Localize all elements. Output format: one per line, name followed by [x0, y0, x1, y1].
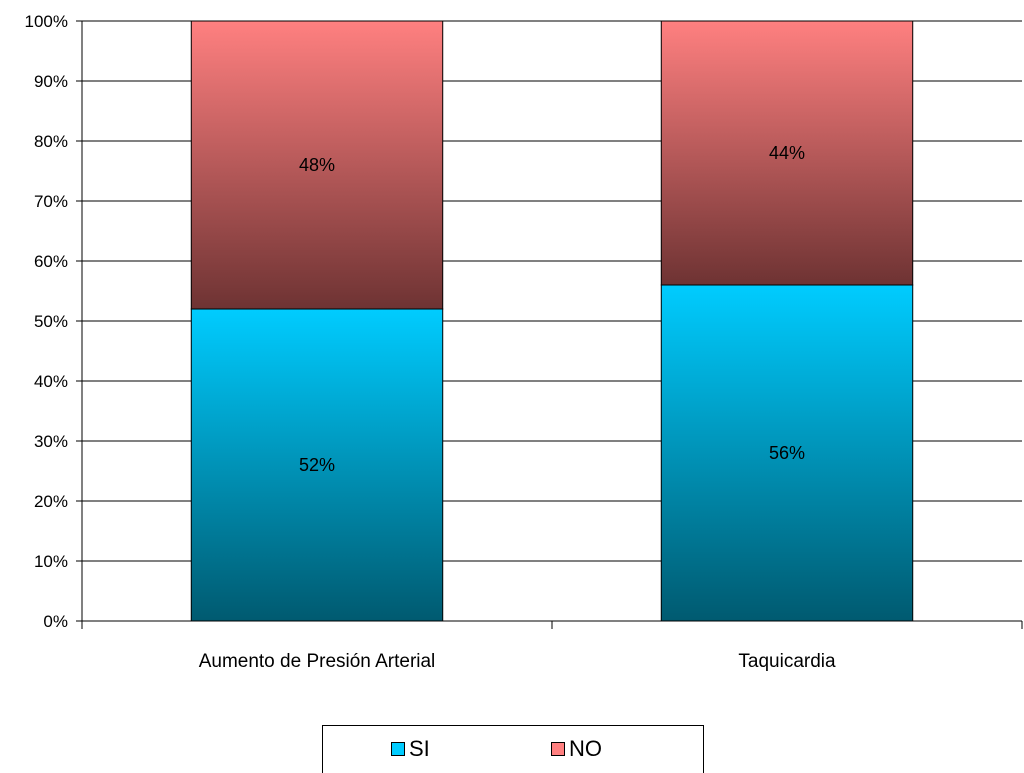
y-axis-ticks: 0% 10% 20% 30% 40% 50% 60% 70% 80% 90% 100% — [25, 12, 82, 631]
x-tick-label: Taquicardia — [738, 651, 836, 672]
data-label-no-1: 48% — [299, 155, 335, 175]
y-tick-label: 40% — [34, 372, 68, 391]
legend-swatch-si — [391, 742, 405, 756]
bars — [190, 20, 914, 622]
axes — [81, 21, 1023, 629]
legend-item-si: SI — [391, 736, 430, 762]
y-tick-label: 60% — [34, 252, 68, 271]
y-tick-label: 70% — [34, 192, 68, 211]
x-axis-ticks: Aumento de Presión Arterial Taquicardia — [199, 651, 836, 672]
legend-label-si: SI — [409, 736, 430, 761]
bar-no-1 — [190, 20, 444, 310]
y-tick-label: 50% — [34, 312, 68, 331]
bar-no-2 — [660, 20, 914, 286]
y-tick-label: 10% — [34, 552, 68, 571]
legend-item-no: NO — [551, 736, 602, 762]
y-tick-label: 90% — [34, 72, 68, 91]
legend-swatch-no — [551, 742, 565, 756]
y-tick-label: 0% — [43, 612, 68, 631]
legend-label-no: NO — [569, 736, 602, 761]
data-labels: 52% 48% 56% 44% — [299, 143, 805, 475]
y-tick-label: 20% — [34, 492, 68, 511]
data-label-si-2: 56% — [769, 443, 805, 463]
y-tick-label: 100% — [25, 12, 68, 31]
y-tick-label: 80% — [34, 132, 68, 151]
data-label-no-2: 44% — [769, 143, 805, 163]
legend: SI NO — [322, 725, 704, 773]
bar-si-1 — [190, 308, 444, 622]
x-tick-label: Aumento de Presión Arterial — [199, 651, 436, 672]
bar-si-2 — [660, 284, 914, 622]
data-label-si-1: 52% — [299, 455, 335, 475]
y-tick-label: 30% — [34, 432, 68, 451]
